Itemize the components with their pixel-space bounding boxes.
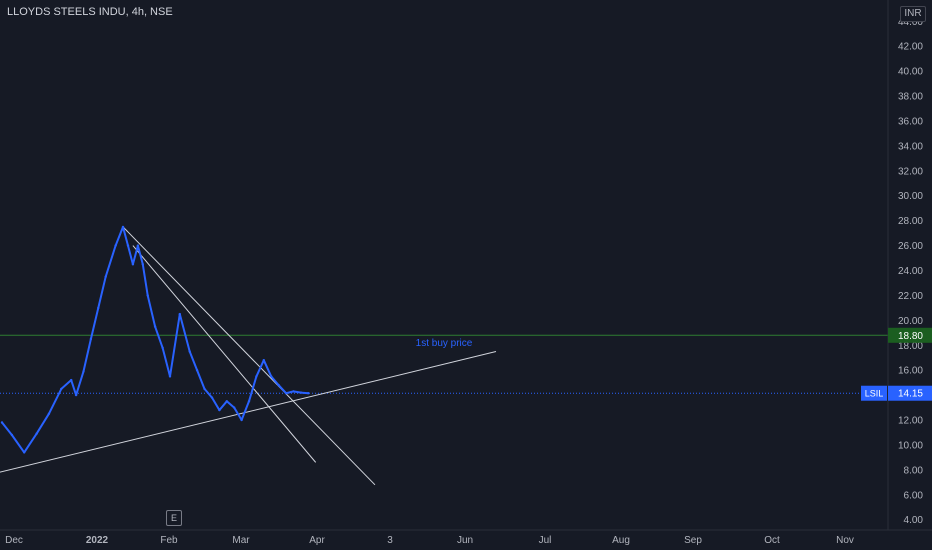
y-tick-label: 22.00 (898, 291, 923, 302)
x-tick-label: Nov (836, 535, 854, 546)
price-line (1, 225, 309, 454)
time-axis-bg (0, 530, 888, 550)
price-axis-bg (888, 0, 932, 550)
price-point (23, 451, 26, 454)
x-tick-label: 2022 (86, 535, 109, 546)
price-point (210, 396, 214, 399)
y-tick-label: 26.00 (898, 241, 923, 252)
y-tick-label: 20.00 (898, 316, 923, 327)
y-tick-label: 38.00 (898, 92, 923, 103)
x-tick-label: Sep (684, 535, 702, 546)
trend-line-3[interactable] (0, 351, 497, 487)
price-series (0, 225, 310, 454)
x-tick-label: Apr (309, 535, 325, 546)
y-tick-label: 8.00 (904, 465, 924, 476)
price-point (195, 369, 199, 372)
y-tick-label: 30.00 (898, 191, 923, 202)
price-point (161, 346, 164, 349)
x-tick-label: Aug (612, 535, 630, 546)
price-point (146, 294, 149, 297)
price-point (136, 244, 140, 247)
price-axis[interactable]: 4.006.008.0010.0012.0014.0016.0018.0020.… (887, 0, 932, 550)
currency-button[interactable]: INR (900, 6, 926, 22)
price-point (82, 370, 85, 373)
price-point (35, 432, 38, 435)
y-tick-label: 32.00 (898, 166, 923, 177)
price-point (168, 375, 172, 378)
x-tick-label: Jul (539, 535, 552, 546)
price-point (47, 412, 51, 415)
y-tick-label: 24.00 (898, 266, 923, 277)
trend-line-1[interactable] (122, 226, 376, 486)
last-price-text: 14.15 (898, 389, 923, 400)
price-point (188, 350, 191, 353)
price-point (126, 244, 130, 247)
last-price-badge (888, 385, 932, 401)
price-point (233, 406, 236, 409)
price-point (284, 392, 288, 395)
y-tick-label: 12.00 (898, 416, 923, 427)
y-tick-label: 40.00 (898, 67, 923, 78)
price-point (292, 390, 295, 393)
level-price-badge (888, 327, 932, 343)
y-tick-label: 4.00 (904, 515, 924, 526)
price-point (203, 387, 206, 391)
symbol-title: LLOYDS STEELS INDU, 4h, NSE (7, 6, 173, 18)
price-point (262, 359, 265, 362)
y-tick-label: 44.00 (898, 17, 923, 28)
x-tick-label: 3 (387, 535, 393, 546)
price-point (240, 418, 243, 422)
price-point (225, 400, 228, 403)
price-point (307, 392, 310, 395)
price-point (10, 433, 14, 437)
y-tick-label: 6.00 (904, 490, 924, 501)
price-point (218, 408, 221, 412)
price-point (60, 387, 63, 391)
y-tick-label: 28.00 (898, 216, 923, 227)
earnings-event-marker[interactable]: E (166, 510, 182, 526)
price-point (247, 400, 251, 403)
buy-price-annotation[interactable]: 1st buy price (416, 338, 473, 349)
price-point (153, 325, 157, 328)
price-badges: 18.80 LSIL 14.15 (861, 327, 932, 401)
x-tick-label: Feb (160, 535, 178, 546)
price-point (114, 244, 117, 247)
price-point (89, 337, 93, 341)
horizontal-levels (0, 334, 888, 394)
price-point (141, 263, 144, 266)
x-tick-label: Dec (5, 535, 23, 546)
y-tick-label: 36.00 (898, 116, 923, 127)
y-tick-label: 18.00 (898, 341, 923, 352)
y-tick-label: 16.00 (898, 366, 923, 377)
trend-lines[interactable] (0, 226, 497, 487)
y-tick-label: 42.00 (898, 42, 923, 53)
price-point (74, 393, 78, 397)
price-point (131, 263, 135, 266)
x-tick-label: Oct (764, 535, 780, 546)
trend-line-2[interactable] (132, 245, 317, 463)
price-point (97, 306, 100, 310)
time-axis[interactable]: Dec 2022 Feb Mar Apr 3 Jun Jul Aug Sep Oct Nov (0, 529, 932, 550)
price-point (277, 383, 280, 387)
x-tick-label: Mar (232, 535, 250, 546)
y-tick-label: 34.00 (898, 141, 923, 152)
price-point (104, 275, 107, 278)
y-tick-label: 10.00 (898, 440, 923, 451)
price-point (270, 375, 273, 378)
price-point (121, 225, 125, 229)
level-price-text: 18.80 (898, 331, 923, 342)
price-point (299, 391, 303, 394)
x-tick-label: Jun (457, 535, 473, 546)
price-point (70, 378, 73, 382)
symbol-badge (861, 385, 887, 401)
symbol-badge-text: LSIL (865, 389, 884, 399)
price-point (0, 421, 4, 424)
price-point (255, 375, 258, 378)
price-point (178, 312, 181, 316)
